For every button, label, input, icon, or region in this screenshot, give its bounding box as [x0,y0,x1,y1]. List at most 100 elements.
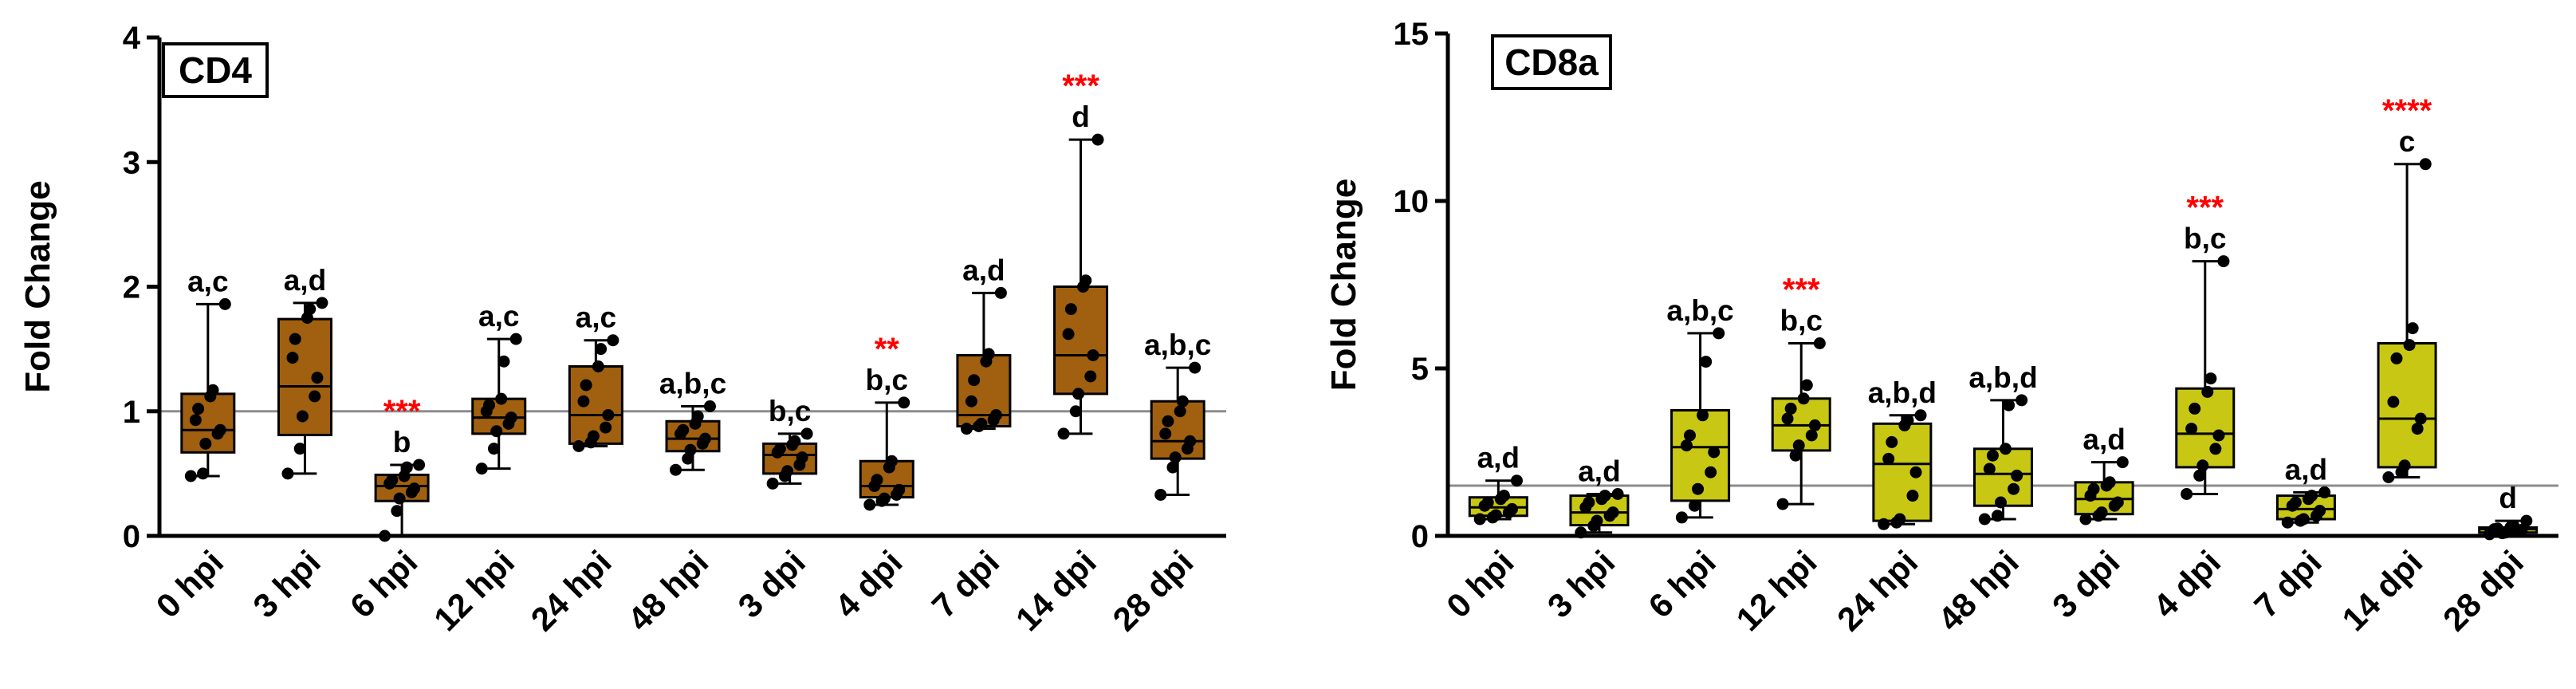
data-point [592,360,604,372]
box-group: a,d [1468,442,1528,526]
data-point [1995,496,2007,509]
data-point [587,430,600,443]
data-point [602,408,615,421]
data-point [2185,423,2198,435]
box-group: a,b,c [659,368,726,476]
x-category-label: 4 dpi [828,543,910,625]
data-point [1986,449,1999,462]
x-category-label: 28 dpi [1105,543,1200,638]
data-point [2318,486,2331,498]
x-category-label: 0 hpi [149,543,231,625]
significance-letters: b [393,426,411,459]
data-point [391,505,403,518]
data-point [600,421,612,434]
data-point [304,303,317,316]
box-group: a,b,c [1144,329,1211,501]
data-point [2181,488,2193,500]
data-point [1064,303,1077,316]
data-point [1689,499,1701,512]
data-point [1914,409,1927,422]
x-category-label: 0 hpi [1439,543,1521,625]
data-point [1087,348,1099,361]
data-point [1473,513,1486,526]
significance-letters: c [2399,125,2416,158]
y-axis-title: Fold Change [18,180,57,392]
box-group: b,c** [859,332,914,511]
box-group: a,c [568,301,623,452]
significance-letters: a,b,c [1144,329,1211,361]
data-point [311,372,324,384]
data-point [218,297,231,310]
data-point [475,463,488,475]
data-point [1909,466,1922,478]
y-tick-label: 10 [1394,184,1430,219]
data-point [1069,405,1082,418]
panel-title-box [162,42,269,98]
significance-letters: a,c [576,301,616,334]
significance-stars: *** [1062,69,1099,104]
data-point [296,410,309,423]
box-group: b,c*** [2175,191,2236,500]
x-category-label: 3 hpi [1540,543,1622,625]
y-tick-label: 15 [1394,17,1430,52]
data-point [1800,379,1813,392]
data-point [1505,502,1518,515]
data-point [1091,133,1104,146]
x-category-label: 48 hpi [1931,543,2026,638]
data-point [1154,488,1167,501]
data-point [1700,356,1713,368]
box-group: a,b,c [1666,294,1734,524]
data-point [2406,322,2419,335]
data-point [2414,412,2427,425]
box-group: a,d [2074,423,2134,526]
data-point [286,352,299,364]
data-point [2491,522,2504,535]
data-point [2193,469,2206,482]
data-point [487,443,500,455]
data-point [1184,435,1197,447]
data-point [293,443,306,455]
data-point [2419,158,2432,171]
data-point [1497,490,1510,502]
data-point [2111,496,2124,509]
significance-letters: a,c [478,300,519,333]
data-point [316,297,328,309]
data-point [580,379,592,392]
x-category-label: 3 dpi [2045,543,2127,625]
x-category-label: 3 dpi [730,543,812,625]
box-group: a,b,d [1968,361,2038,526]
data-point [1166,461,1179,474]
significance-stars: ** [875,332,900,367]
data-point [1697,409,1709,422]
significance-letters: b,c [769,395,811,427]
y-tick-label: 4 [123,21,141,56]
chart-panel-cd8a: 0 5 10 15 Fold Change CD8a a,d 0 hpi a,d 3 hpi a,b… [1324,17,2558,638]
data-point [2087,482,2100,495]
data-point [2297,513,2310,526]
x-category-label: 12 hpi [1729,543,1824,638]
data-point [2116,456,2129,469]
x-category-label: 14 dpi [2334,543,2429,638]
data-point [1176,395,1189,407]
data-point [498,355,510,368]
data-point [1781,412,1794,425]
data-point [2387,396,2400,408]
box-group: d [2478,482,2539,541]
data-point [2201,385,2214,398]
data-point [413,459,426,471]
significance-letters: b,c [2184,222,2226,255]
data-point [214,423,226,436]
data-point [1894,513,1906,526]
data-point [393,492,406,505]
data-point [1084,370,1097,383]
box-group: a,b,d [1868,376,1937,530]
data-point [2390,352,2403,364]
significance-stars: *** [383,394,421,429]
box-group: a,d [2275,453,2336,529]
data-point [677,423,690,436]
data-point [2196,459,2209,472]
data-point [2079,513,2092,526]
data-point [2011,469,2023,482]
data-point [184,470,197,482]
significance-letters: a,c [187,265,228,297]
